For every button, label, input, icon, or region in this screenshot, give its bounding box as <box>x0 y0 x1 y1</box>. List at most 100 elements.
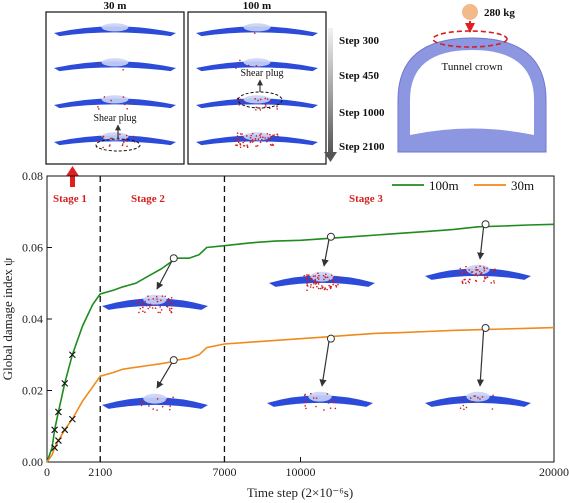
damage-point <box>269 143 272 146</box>
step-marker <box>51 426 58 434</box>
damage-point <box>252 132 254 135</box>
damage-point <box>474 395 476 397</box>
damage-point <box>309 286 312 288</box>
damage-point <box>255 106 258 109</box>
damage-point <box>326 288 328 291</box>
damage-point <box>242 141 244 144</box>
damage-point <box>306 283 308 285</box>
damage-point <box>255 135 258 137</box>
crown-zone <box>466 391 490 402</box>
damage-point <box>239 133 242 135</box>
damage-point <box>318 274 320 277</box>
damage-point <box>96 62 99 65</box>
crack-inset-3 <box>425 264 531 285</box>
damage-point <box>155 295 158 298</box>
damage-point <box>170 311 173 314</box>
callout-marker <box>481 323 490 332</box>
damage-point <box>168 299 170 301</box>
damage-point <box>122 143 124 145</box>
damage-point <box>254 137 257 140</box>
damage-point <box>159 311 161 314</box>
panel-title-30m: 30 m <box>104 0 127 12</box>
damage-point <box>477 396 479 399</box>
damage-point <box>148 405 150 407</box>
y-tick-label: 0.04 <box>22 312 43 326</box>
damage-point <box>141 303 144 306</box>
shear-plug-label-100m: Shear plug <box>240 68 283 79</box>
damage-point <box>169 307 171 310</box>
damage-point <box>261 138 263 141</box>
damage-point <box>328 279 331 281</box>
damage-point <box>246 144 248 146</box>
damage-point <box>339 279 341 282</box>
shear-plug-annotation-30m: Shear plug <box>93 113 141 152</box>
damage-point <box>236 132 239 135</box>
damage-point <box>338 276 341 279</box>
callout-marker <box>481 220 490 229</box>
damage-point <box>254 139 257 142</box>
damage-point <box>476 274 479 277</box>
damage-point <box>251 138 254 141</box>
damage-point <box>315 397 318 399</box>
crown-zone <box>143 393 167 404</box>
damage-point <box>160 299 162 302</box>
damage-point <box>161 405 164 408</box>
crown-zone <box>143 294 167 305</box>
damage-point <box>109 137 112 140</box>
damage-point <box>308 281 311 284</box>
damage-point <box>316 276 319 279</box>
damage-point <box>317 281 319 284</box>
crown-zone <box>243 58 271 67</box>
damage-point <box>246 135 248 137</box>
crown-arc-30m <box>54 132 176 149</box>
x-axis: 0 2100 7000 10000 20000 <box>44 457 569 479</box>
damage-point <box>269 133 271 136</box>
damage-point <box>268 138 271 141</box>
damage-point <box>254 98 257 100</box>
crack-inset-4 <box>102 393 208 411</box>
damage-point <box>242 144 245 147</box>
crown-zone <box>101 23 129 32</box>
damage-point <box>255 108 257 111</box>
step-marker <box>55 437 62 444</box>
damage-point <box>144 311 146 314</box>
damage-point <box>463 278 465 281</box>
damage-point <box>156 298 158 300</box>
damage-point <box>466 271 469 274</box>
damage-point <box>109 144 111 146</box>
damage-point <box>264 137 266 139</box>
damage-point <box>124 103 126 106</box>
damage-point <box>276 133 279 136</box>
damage-point <box>236 144 238 147</box>
callout-arrow <box>156 260 173 290</box>
callout-arrow <box>477 227 485 260</box>
panel-title-100m: 100 m <box>243 0 271 12</box>
damage-point <box>467 280 470 283</box>
damage-point <box>130 103 133 105</box>
tunnel-schematic: 280 kg Tunnel crown <box>397 4 547 153</box>
damage-point <box>492 394 494 397</box>
series-line-100m <box>46 223 555 463</box>
damage-point <box>262 136 264 139</box>
damage-point <box>304 405 306 407</box>
damage-point <box>271 143 274 146</box>
damage-point <box>323 278 325 281</box>
damage-point <box>460 272 463 274</box>
damage-point <box>321 287 323 289</box>
crown-arc-30m <box>54 95 176 110</box>
damage-point <box>170 297 173 299</box>
damage-point <box>165 305 168 308</box>
damage-point <box>102 146 104 149</box>
damage-point <box>267 137 270 139</box>
damage-point <box>151 307 154 309</box>
crack-inset-5 <box>267 391 373 411</box>
crown-arc-30m <box>54 58 176 72</box>
damage-point <box>315 282 318 285</box>
damage-point <box>126 107 129 110</box>
crown-zone <box>101 132 129 141</box>
step-marker <box>68 415 76 423</box>
damage-point <box>171 303 173 306</box>
damage-point <box>142 302 145 304</box>
damage-point <box>243 101 245 104</box>
